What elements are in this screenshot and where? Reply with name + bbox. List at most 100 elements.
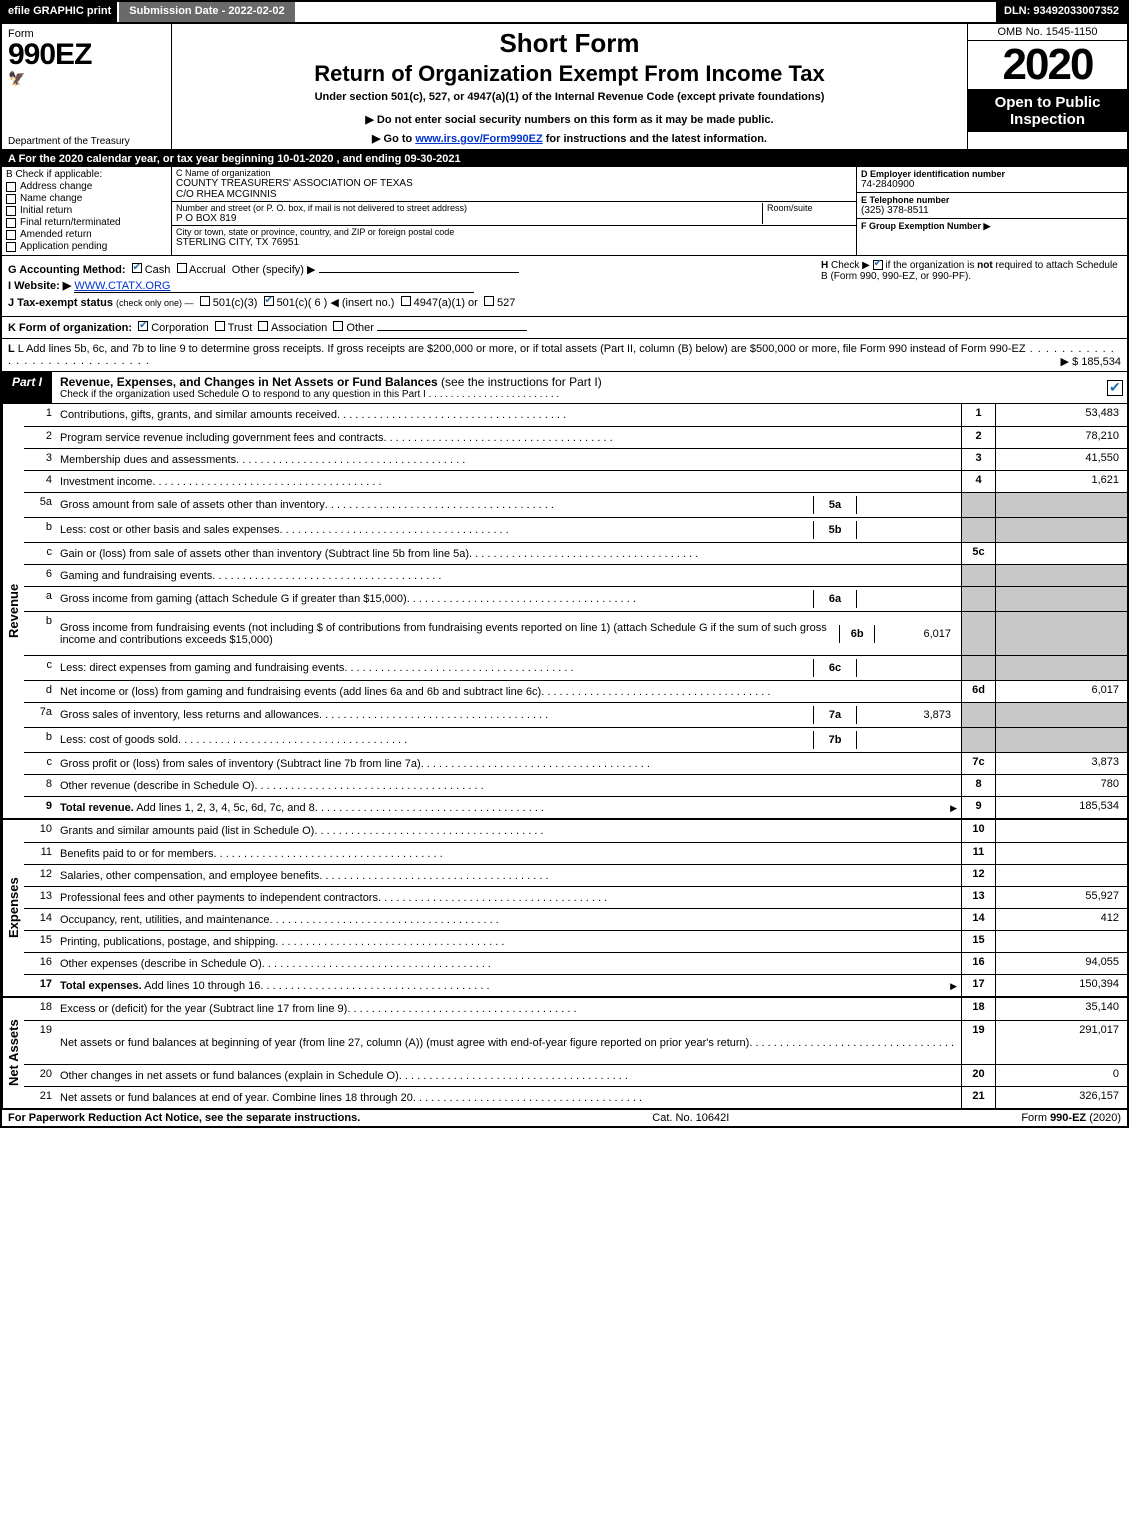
checkbox-name-change[interactable] [6,194,16,204]
checkbox-501c[interactable] [264,296,274,306]
footer-year: (2020) [1086,1112,1121,1124]
checkbox-initial-return[interactable] [6,206,16,216]
sub-line-amount: 3,873 [857,706,957,724]
line-ref-box: 20 [961,1065,995,1086]
table-row: 13Professional fees and other payments t… [24,886,1127,908]
checkbox-501c3[interactable] [200,296,210,306]
checkbox-amended-return[interactable] [6,230,16,240]
checkbox-cash[interactable] [132,263,142,273]
line-ref-box: 15 [961,931,995,952]
header-right: OMB No. 1545-1150 2020 Open to Public In… [967,24,1127,149]
expenses-section: Expenses 10Grants and similar amounts pa… [2,820,1127,998]
line-ref-box: 17 [961,975,995,996]
j-501c3: 501(c)(3) [213,297,258,309]
j-sub: (check only one) — [116,298,194,308]
line-amount: 0 [995,1065,1127,1086]
sub-line-amount: 6,017 [875,625,957,643]
line-ref-box: 4 [961,471,995,492]
line-amount: 412 [995,909,1127,930]
checkbox-address-change[interactable] [6,182,16,192]
line-description: Less: direct expenses from gaming and fu… [56,656,961,680]
line-amount [995,820,1127,842]
line-number: b [24,612,56,655]
table-row: 11Benefits paid to or for members11 [24,842,1127,864]
table-row: 1Contributions, gifts, grants, and simil… [24,404,1127,426]
line-description: Net assets or fund balances at end of ye… [56,1087,961,1108]
table-row: 14Occupancy, rent, utilities, and mainte… [24,908,1127,930]
table-row: 2Program service revenue including gover… [24,426,1127,448]
g-other-input[interactable] [319,272,519,273]
form-990ez-page: efile GRAPHIC print Submission Date - 20… [0,0,1129,1128]
line-number: 1 [24,404,56,426]
k-other: Other [346,322,374,334]
footer-form-no: 990-EZ [1050,1112,1086,1124]
table-row: 20Other changes in net assets or fund ba… [24,1064,1127,1086]
checkbox-final-return[interactable] [6,218,16,228]
c-room-label: Room/suite [767,203,852,213]
f-group-label: F Group Exemption Number ▶ [861,221,1123,232]
expenses-body: 10Grants and similar amounts paid (list … [24,820,1127,996]
k-other-input[interactable] [377,330,527,331]
header-left: Form 990EZ 🦅 Department of the Treasury [2,24,172,149]
line-description: Other expenses (describe in Schedule O) [56,953,961,974]
line-ref-box [961,656,995,680]
line-number: 18 [24,998,56,1020]
line-amount [995,587,1127,611]
k-assoc: Association [271,322,327,334]
goto-suffix: for instructions and the latest informat… [543,133,767,145]
line-ref-box: 2 [961,427,995,448]
net-assets-side-label: Net Assets [2,998,24,1108]
revenue-section: Revenue 1Contributions, gifts, grants, a… [2,404,1127,820]
j-527: 527 [497,297,515,309]
line-amount: 55,927 [995,887,1127,908]
l-amount: ▶ $ 185,534 [1061,355,1121,368]
line-number: 8 [24,775,56,796]
checkbox-schedule-o[interactable] [1107,380,1123,396]
line-ref-box [961,728,995,752]
line-amount [995,656,1127,680]
line-number: 15 [24,931,56,952]
checkbox-accrual[interactable] [177,263,187,273]
table-row: cGain or (loss) from sale of assets othe… [24,542,1127,564]
l-row: L L Add lines 5b, 6c, and 7b to line 9 t… [2,339,1127,372]
sub-line-amount [857,737,957,743]
checkbox-corporation[interactable] [138,321,148,331]
g-cash: Cash [145,264,171,276]
checkbox-h[interactable] [873,260,883,270]
d-ein-label: D Employer identification number [861,169,1123,179]
checkbox-trust[interactable] [215,321,225,331]
table-row: 15Printing, publications, postage, and s… [24,930,1127,952]
checkbox-other-org[interactable] [333,321,343,331]
line-description: Benefits paid to or for members [56,843,961,864]
line-number: 3 [24,449,56,470]
efile-print-button[interactable]: efile GRAPHIC print [2,2,117,22]
table-row: bLess: cost of goods sold7b [24,727,1127,752]
table-row: dNet income or (loss) from gaming and fu… [24,680,1127,702]
line-number: 7a [24,703,56,727]
line-ref-box [961,587,995,611]
irs-link[interactable]: www.irs.gov/Form990EZ [415,133,542,145]
submission-date-badge: Submission Date - 2022-02-02 [117,2,294,22]
line-description: Gross income from fundraising events (no… [56,612,961,655]
checkbox-application-pending[interactable] [6,242,16,252]
page-footer: For Paperwork Reduction Act Notice, see … [2,1110,1127,1126]
checkbox-4947[interactable] [401,296,411,306]
e-phone-value: (325) 378-8511 [861,205,1123,216]
line-amount: 150,394 [995,975,1127,996]
table-row: 9Total revenue. Add lines 1, 2, 3, 4, 5c… [24,796,1127,818]
table-row: cGross profit or (loss) from sales of in… [24,752,1127,774]
checkbox-527[interactable] [484,296,494,306]
footer-right: Form 990-EZ (2020) [1021,1112,1121,1124]
line-amount [995,865,1127,886]
line-amount [995,931,1127,952]
tax-year: 2020 [968,41,1127,90]
part-badge: Part I [2,372,52,403]
line-amount: 6,017 [995,681,1127,702]
checkbox-association[interactable] [258,321,268,331]
table-row: aGross income from gaming (attach Schedu… [24,586,1127,611]
i-label: I Website: ▶ [8,280,71,292]
website-link[interactable]: WWW.CTATX.ORG [74,280,474,293]
line-number: b [24,518,56,542]
line-number: 20 [24,1065,56,1086]
line-description: Net income or (loss) from gaming and fun… [56,681,961,702]
